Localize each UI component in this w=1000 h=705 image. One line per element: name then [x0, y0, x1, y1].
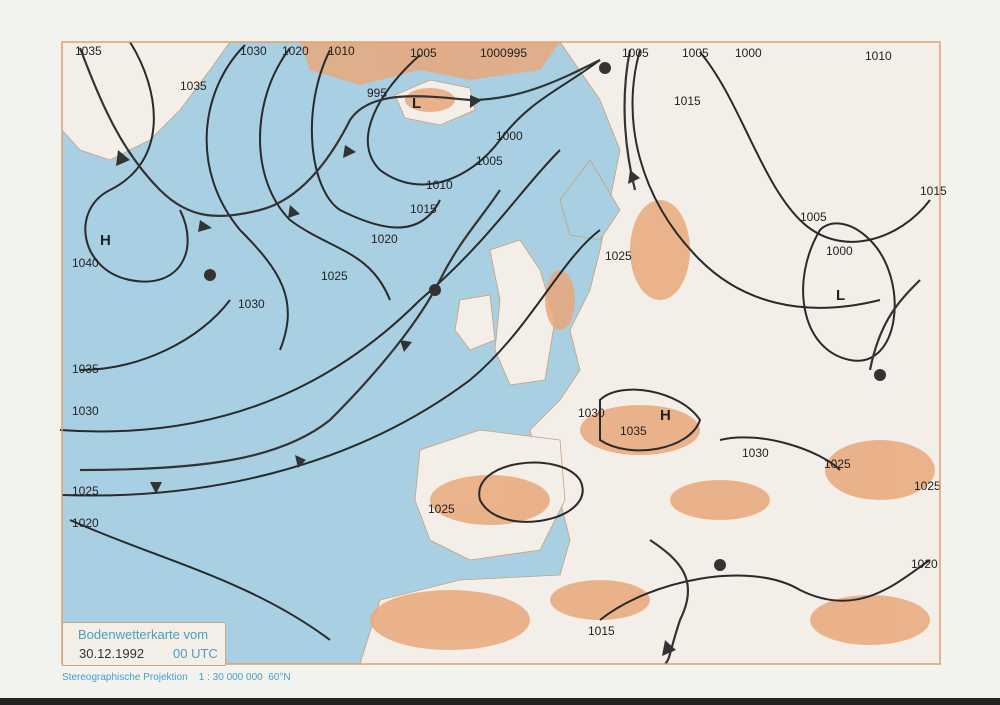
low-pressure-center: L: [412, 95, 421, 112]
isobar-label: 1020: [911, 557, 938, 571]
footer: Stereographische Projektion 1 : 30 000 0…: [62, 672, 291, 683]
isobar-label: 1035: [72, 362, 99, 376]
high-pressure-center: H: [660, 407, 671, 424]
isobar-label: 1030: [238, 297, 265, 311]
isobar-label: 995: [367, 86, 387, 100]
isobar-label: 1030: [72, 404, 99, 418]
isobars: [59, 41, 931, 641]
isobar-label: 1025: [321, 269, 348, 283]
isobar-label: 1000: [496, 129, 523, 143]
high-pressure-center: H: [100, 232, 111, 249]
isobar-label: 1010: [328, 44, 355, 58]
legend-date: 30.12.1992: [79, 646, 145, 661]
highlands: [300, 42, 935, 650]
isobar-label: 1010: [426, 178, 453, 192]
legend-time: 00 UTC: [173, 646, 218, 661]
isobar-label: 1015: [588, 624, 615, 638]
front-symbols: [116, 62, 886, 656]
isobar-label: 1035: [75, 44, 102, 58]
map-legend-box: Bodenwetterkarte vom 30.12.1992 00 UTC: [62, 622, 226, 666]
map-frame: [61, 41, 941, 665]
scale-label: 1 : 30 000 000: [198, 672, 263, 683]
isobar-label: 1005: [476, 154, 503, 168]
isobar-label: 1000: [826, 244, 853, 258]
isobar-label: 1005: [682, 46, 709, 60]
isobar-label: 1015: [410, 202, 437, 216]
isobar-label: 1035: [620, 424, 647, 438]
isobar-label: 1025: [428, 502, 455, 516]
isobar-label: 995: [507, 46, 527, 60]
isobar-label: 1015: [920, 184, 947, 198]
isobar-label: 1015: [674, 94, 701, 108]
isobar-label: 1040: [72, 256, 99, 270]
isobar-label: 1020: [72, 516, 99, 530]
latitude-label: 60°N: [268, 672, 291, 683]
scan-edge: [0, 698, 1000, 705]
isobar-label: 1025: [824, 457, 851, 471]
legend-title: Bodenwetterkarte vom: [78, 627, 209, 642]
isobar-label: 1020: [282, 44, 309, 58]
isobar-label: 1025: [914, 479, 941, 493]
isobar-label: 1025: [72, 484, 99, 498]
isobar-label: 1020: [371, 232, 398, 246]
isobar-label: 1000: [480, 46, 507, 60]
isobar-label: 1005: [800, 210, 827, 224]
isobar-label: 1005: [622, 46, 649, 60]
isobar-label: 1010: [865, 49, 892, 63]
projection-label: Stereographische Projektion: [62, 672, 188, 683]
isobar-label: 1025: [605, 249, 632, 263]
isobar-label: 1030: [240, 44, 267, 58]
pressure-centers: H H L L: [100, 95, 845, 424]
isobar-label: 1005: [410, 46, 437, 60]
isobar-label: 1035: [180, 79, 207, 93]
isobar-label: 1000: [735, 46, 762, 60]
isobar-label: 1030: [578, 406, 605, 420]
isobar-label: 1030: [742, 446, 769, 460]
low-pressure-center: L: [836, 287, 845, 304]
